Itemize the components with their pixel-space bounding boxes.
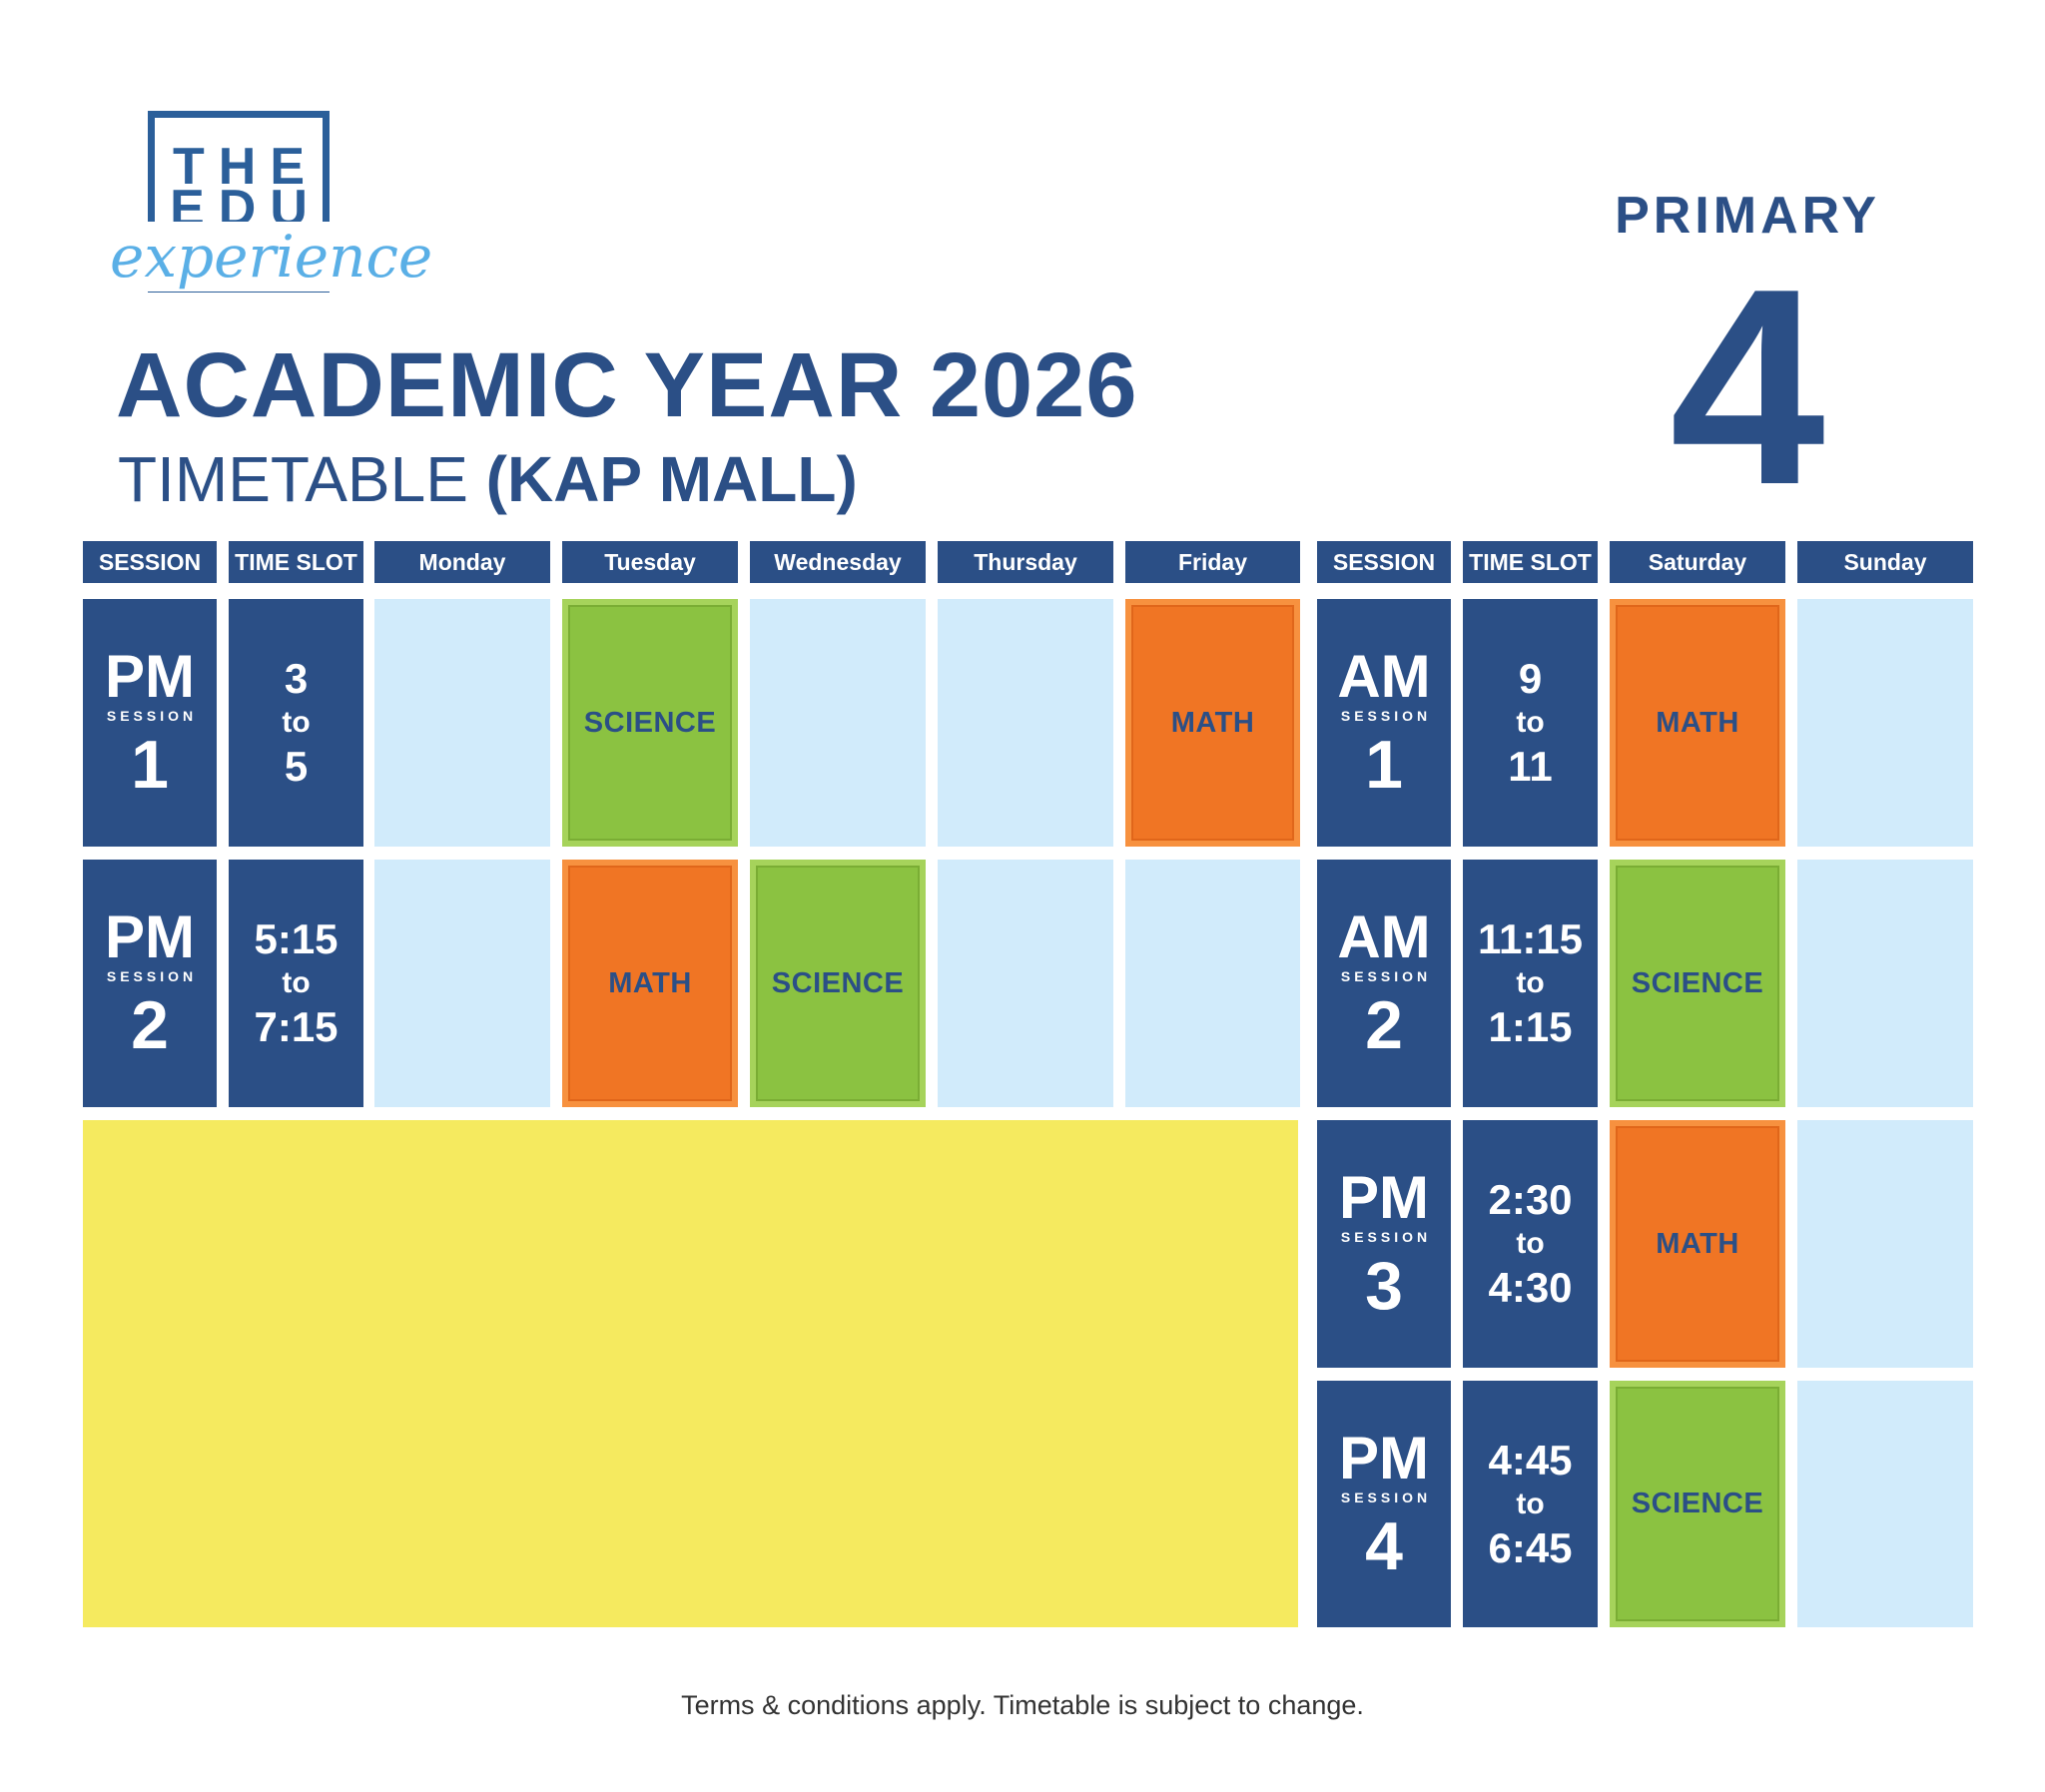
logo-text-the: THE xyxy=(173,138,319,196)
timeslot-cell-pm4: 4:45 to 6:45 xyxy=(1463,1381,1598,1627)
timeslot-cell-am1: 9 to 11 xyxy=(1463,599,1598,847)
header-session-weekday: SESSION xyxy=(83,541,217,583)
slot-thursday-pm2 xyxy=(938,860,1113,1107)
session-label: SESSION xyxy=(1340,968,1432,984)
time-start: 4:45 xyxy=(1488,1436,1573,1484)
footer-note: Terms & conditions apply. Timetable is s… xyxy=(681,1690,1364,1720)
slot-sunday-pm4 xyxy=(1797,1381,1973,1627)
session-period: PM xyxy=(105,903,195,970)
time-start: 11:15 xyxy=(1477,915,1584,962)
session-number: 1 xyxy=(1365,727,1403,803)
session-label: SESSION xyxy=(106,968,198,984)
time-end: 11 xyxy=(1508,743,1553,790)
session-cell-pm2: PM SESSION 2 xyxy=(83,860,217,1107)
subtitle-timetable: TIMETABLE xyxy=(118,443,486,515)
timeslot-cell-pm3: 2:30 to 4:30 xyxy=(1463,1120,1598,1368)
header-monday: Monday xyxy=(374,541,550,583)
header-sunday: Sunday xyxy=(1797,541,1973,583)
session-cell-pm1: PM SESSION 1 xyxy=(83,599,217,847)
session-period: PM xyxy=(105,643,195,710)
slot-monday-pm1 xyxy=(374,599,550,847)
class-math-tuesday-pm2: MATH xyxy=(562,860,738,1107)
session-cell-am1: AM SESSION 1 xyxy=(1317,599,1451,847)
time-start: 9 xyxy=(1518,655,1543,702)
session-number: 1 xyxy=(131,727,169,803)
session-number: 2 xyxy=(131,987,169,1063)
page-title: ACADEMIC YEAR 2026 xyxy=(116,334,1138,436)
class-science-wednesday-pm2: SCIENCE xyxy=(750,860,926,1107)
timeslot-cell-pm1: 3 to 5 xyxy=(229,599,363,847)
slot-sunday-am1 xyxy=(1797,599,1973,847)
class-science-saturday-pm4: SCIENCE xyxy=(1610,1381,1785,1627)
slot-friday-pm2 xyxy=(1125,860,1300,1107)
empty-yellow-block xyxy=(83,1120,1298,1627)
session-period: PM xyxy=(1339,1424,1429,1492)
session-cell-pm3: PM SESSION 3 xyxy=(1317,1120,1451,1368)
time-to: to xyxy=(1516,966,1545,999)
class-math-saturday-am1: MATH xyxy=(1610,599,1785,847)
time-to: to xyxy=(1516,706,1545,739)
header-friday: Friday xyxy=(1125,541,1300,583)
time-end: 5 xyxy=(284,743,309,790)
time-to: to xyxy=(1516,1227,1545,1260)
subtitle-location: (KAP MALL) xyxy=(485,443,858,515)
time-start: 3 xyxy=(284,655,309,702)
time-start: 5:15 xyxy=(254,915,339,962)
time-end: 1:15 xyxy=(1488,1003,1573,1050)
slot-wednesday-pm1 xyxy=(750,599,926,847)
time-start: 2:30 xyxy=(1488,1176,1573,1223)
session-period: PM xyxy=(1339,1164,1429,1231)
class-science-tuesday-pm1: SCIENCE xyxy=(562,599,738,847)
time-to: to xyxy=(282,706,311,739)
time-end: 6:45 xyxy=(1488,1523,1573,1571)
session-number: 2 xyxy=(1365,987,1403,1063)
class-math-friday-pm1: MATH xyxy=(1125,599,1300,847)
slot-sunday-am2 xyxy=(1797,860,1973,1107)
header-session-weekend: SESSION xyxy=(1317,541,1451,583)
logo-text-experience: experience xyxy=(110,222,433,292)
time-end: 4:30 xyxy=(1488,1264,1573,1311)
header-timeslot-weekday: TIME SLOT xyxy=(229,541,363,583)
time-to: to xyxy=(1516,1487,1545,1520)
session-cell-pm4: PM SESSION 4 xyxy=(1317,1381,1451,1627)
session-label: SESSION xyxy=(106,708,198,724)
session-label: SESSION xyxy=(1340,1229,1432,1245)
timeslot-cell-pm2: 5:15 to 7:15 xyxy=(229,860,363,1107)
class-math-saturday-pm3: MATH xyxy=(1610,1120,1785,1368)
session-period: AM xyxy=(1337,903,1431,970)
time-to: to xyxy=(282,966,311,999)
level-label: PRIMARY xyxy=(1615,187,1880,245)
page-subtitle: TIMETABLE (KAP MALL) xyxy=(118,447,858,511)
header-thursday: Thursday xyxy=(938,541,1113,583)
time-end: 7:15 xyxy=(254,1003,339,1050)
level-number: 4 xyxy=(1670,232,1825,543)
header-wednesday: Wednesday xyxy=(750,541,926,583)
session-period: AM xyxy=(1337,643,1431,710)
header-saturday: Saturday xyxy=(1610,541,1785,583)
header-timeslot-weekend: TIME SLOT xyxy=(1463,541,1598,583)
session-number: 4 xyxy=(1365,1507,1403,1584)
session-label: SESSION xyxy=(1340,1489,1432,1505)
slot-monday-pm2 xyxy=(374,860,550,1107)
timeslot-cell-am2: 11:15 to 1:15 xyxy=(1463,860,1598,1107)
class-science-saturday-am2: SCIENCE xyxy=(1610,860,1785,1107)
slot-thursday-pm1 xyxy=(938,599,1113,847)
slot-sunday-pm3 xyxy=(1797,1120,1973,1368)
session-label: SESSION xyxy=(1340,708,1432,724)
session-cell-am2: AM SESSION 2 xyxy=(1317,860,1451,1107)
header-tuesday: Tuesday xyxy=(562,541,738,583)
session-number: 3 xyxy=(1365,1248,1403,1324)
